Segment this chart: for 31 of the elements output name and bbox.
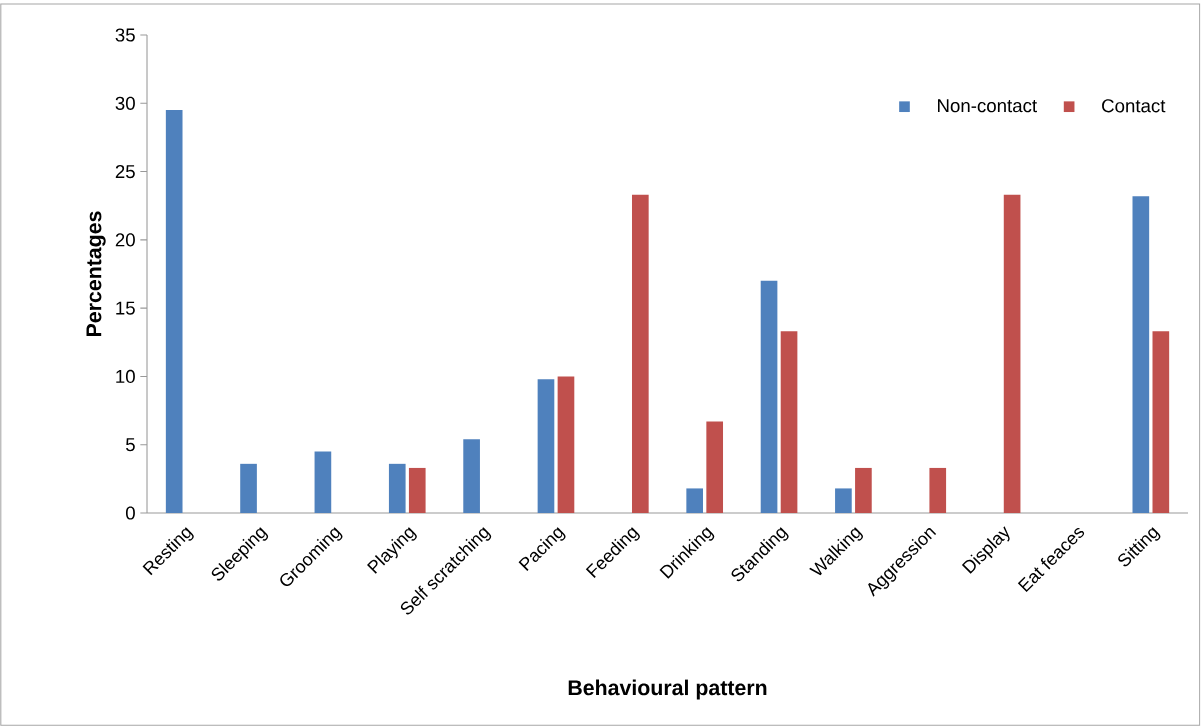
bar xyxy=(388,463,406,513)
y-tick-label: 25 xyxy=(115,164,135,179)
bar xyxy=(165,110,183,513)
bar xyxy=(855,467,872,513)
bar xyxy=(463,439,480,513)
legend-label: Non-contact xyxy=(938,99,1037,113)
bar xyxy=(835,488,852,513)
legend-label: Contact xyxy=(1102,99,1166,113)
y-tick-label: 30 xyxy=(115,96,135,110)
bar xyxy=(314,451,332,513)
bar xyxy=(1132,196,1150,513)
bar xyxy=(706,421,724,513)
bar xyxy=(1003,194,1021,513)
y-tick-label: 10 xyxy=(116,369,135,384)
y-tick-label: 35 xyxy=(115,28,135,42)
bar xyxy=(537,379,555,513)
bar xyxy=(780,331,798,513)
bar xyxy=(557,376,575,513)
y-tick-label: 5 xyxy=(126,438,135,452)
y-tick-label: 15 xyxy=(116,301,135,315)
bar xyxy=(760,280,778,513)
y-tick-label: 0 xyxy=(125,506,135,520)
bar xyxy=(408,467,426,513)
bar xyxy=(1152,331,1170,513)
bar xyxy=(632,194,649,513)
x-axis-title: Behavioural pattern xyxy=(568,679,767,700)
bar xyxy=(240,463,257,513)
bar xyxy=(929,467,947,513)
bar xyxy=(686,488,704,513)
y-tick-label: 20 xyxy=(115,233,135,247)
y-axis-title: Percentages xyxy=(86,211,106,337)
